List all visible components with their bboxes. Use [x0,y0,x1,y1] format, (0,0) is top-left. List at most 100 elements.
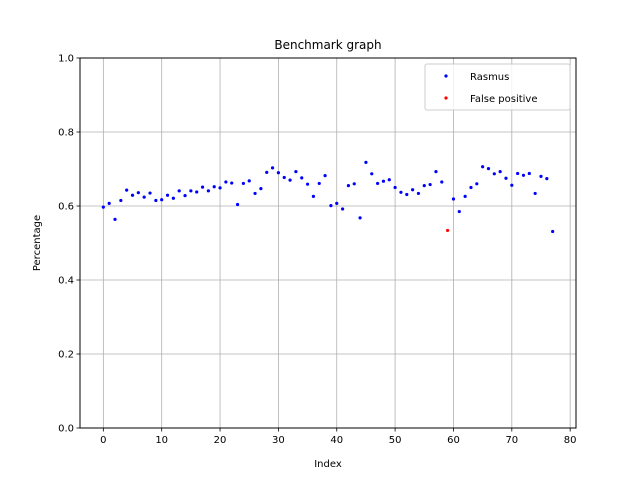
data-point-rasmus [475,182,479,186]
data-point-rasmus [160,198,164,202]
data-point-rasmus [352,182,356,186]
data-point-rasmus [177,189,181,193]
y-tick-label: 0.6 [58,202,74,213]
data-point-rasmus [504,176,508,180]
data-point-rasmus [387,178,391,182]
legend-marker-false-positive [444,96,448,100]
data-point-rasmus [376,181,380,186]
data-point-rasmus [393,185,397,190]
data-point-rasmus [428,182,432,187]
data-point-rasmus [422,184,426,188]
y-axis-label: Percentage [32,215,43,271]
y-tick-label: 0.8 [58,128,74,139]
data-point-rasmus [527,171,531,176]
x-tick-label: 50 [389,435,402,446]
data-point-rasmus [107,201,111,206]
data-point-rasmus [416,191,421,196]
data-point-rasmus [323,174,327,178]
data-point-rasmus [189,189,193,193]
data-point-rasmus [469,185,473,190]
data-point-rasmus [130,193,135,197]
data-point-rasmus [539,174,543,178]
axis-ticks: 0 10 20 30 40 50 60 70 80 0.0 0.2 0.4 0.6 0.8 1.0 [58,54,576,447]
data-point-rasmus [317,181,321,186]
data-point-rasmus [200,185,205,189]
x-tick-label: 70 [505,435,518,446]
data-point-rasmus [335,201,339,206]
data-point-rasmus [440,180,444,184]
data-point-rasmus [282,175,286,180]
legend-marker-rasmus [444,74,448,78]
data-point-rasmus [171,196,175,200]
y-tick-label: 0.4 [58,276,74,287]
data-point-rasmus [399,190,403,194]
data-point-rasmus [265,170,269,174]
data-point-rasmus [311,194,316,198]
data-point-rasmus [113,217,117,221]
data-point-rasmus [142,195,146,199]
data-points [101,160,555,234]
x-tick-label: 0 [100,435,106,446]
data-point-rasmus [247,179,251,183]
data-point-rasmus [294,169,298,174]
data-point-rasmus [434,169,438,174]
data-point-rasmus [405,192,409,197]
data-point-rasmus [545,177,549,181]
y-tick-label: 0.0 [58,424,74,435]
data-point-rasmus [288,178,292,182]
data-point-rasmus [492,172,496,176]
y-tick-label: 0.2 [58,350,74,361]
data-point-rasmus [119,198,123,203]
data-point-rasmus [364,160,368,164]
data-point-rasmus [498,169,502,174]
data-point-rasmus [154,198,158,203]
data-point-rasmus [521,173,526,177]
data-point-rasmus [305,182,310,186]
data-point-rasmus [165,193,170,197]
plot-frame [79,57,577,429]
data-point-rasmus [486,167,491,171]
legend-label-rasmus: Rasmus [470,72,509,83]
y-tick-label: 1.0 [58,54,74,65]
data-point-rasmus [276,171,280,175]
legend-label-false-positive: False positive [470,94,538,105]
data-point-rasmus [551,229,555,234]
data-point-rasmus [370,172,374,176]
data-point-rasmus [463,194,467,198]
data-point-rasmus [346,184,351,188]
x-tick-label: 60 [447,435,460,446]
data-point-rasmus [148,191,152,195]
x-tick-label: 20 [214,435,227,446]
legend-box [424,63,571,111]
data-point-rasmus [340,207,345,211]
x-tick-label: 30 [272,435,285,446]
legend: Rasmus False positive [424,63,571,111]
data-point-rasmus [358,216,362,220]
data-point-rasmus [516,171,520,176]
x-axis-label: Index [314,459,342,470]
data-point-rasmus [136,191,140,195]
data-point-false-positive [446,228,450,233]
data-point-rasmus [411,188,415,192]
data-point-rasmus [241,181,245,186]
data-point-rasmus [206,189,210,193]
x-tick-label: 10 [155,435,168,446]
data-point-rasmus [451,197,456,201]
data-point-rasmus [457,209,461,214]
data-point-rasmus [329,204,333,208]
data-point-rasmus [300,176,304,180]
data-point-rasmus [195,190,199,194]
data-point-rasmus [481,165,485,169]
data-point-rasmus [230,181,234,185]
data-point-rasmus [183,194,187,198]
data-point-rasmus [224,180,228,184]
data-point-rasmus [101,205,105,209]
x-tick-label: 80 [564,435,577,446]
data-point-rasmus [218,186,222,190]
data-point-rasmus [125,188,129,192]
data-point-rasmus [381,179,386,183]
x-tick-label: 40 [330,435,343,446]
data-point-rasmus [212,185,216,189]
chart-title: Benchmark graph [274,38,381,52]
